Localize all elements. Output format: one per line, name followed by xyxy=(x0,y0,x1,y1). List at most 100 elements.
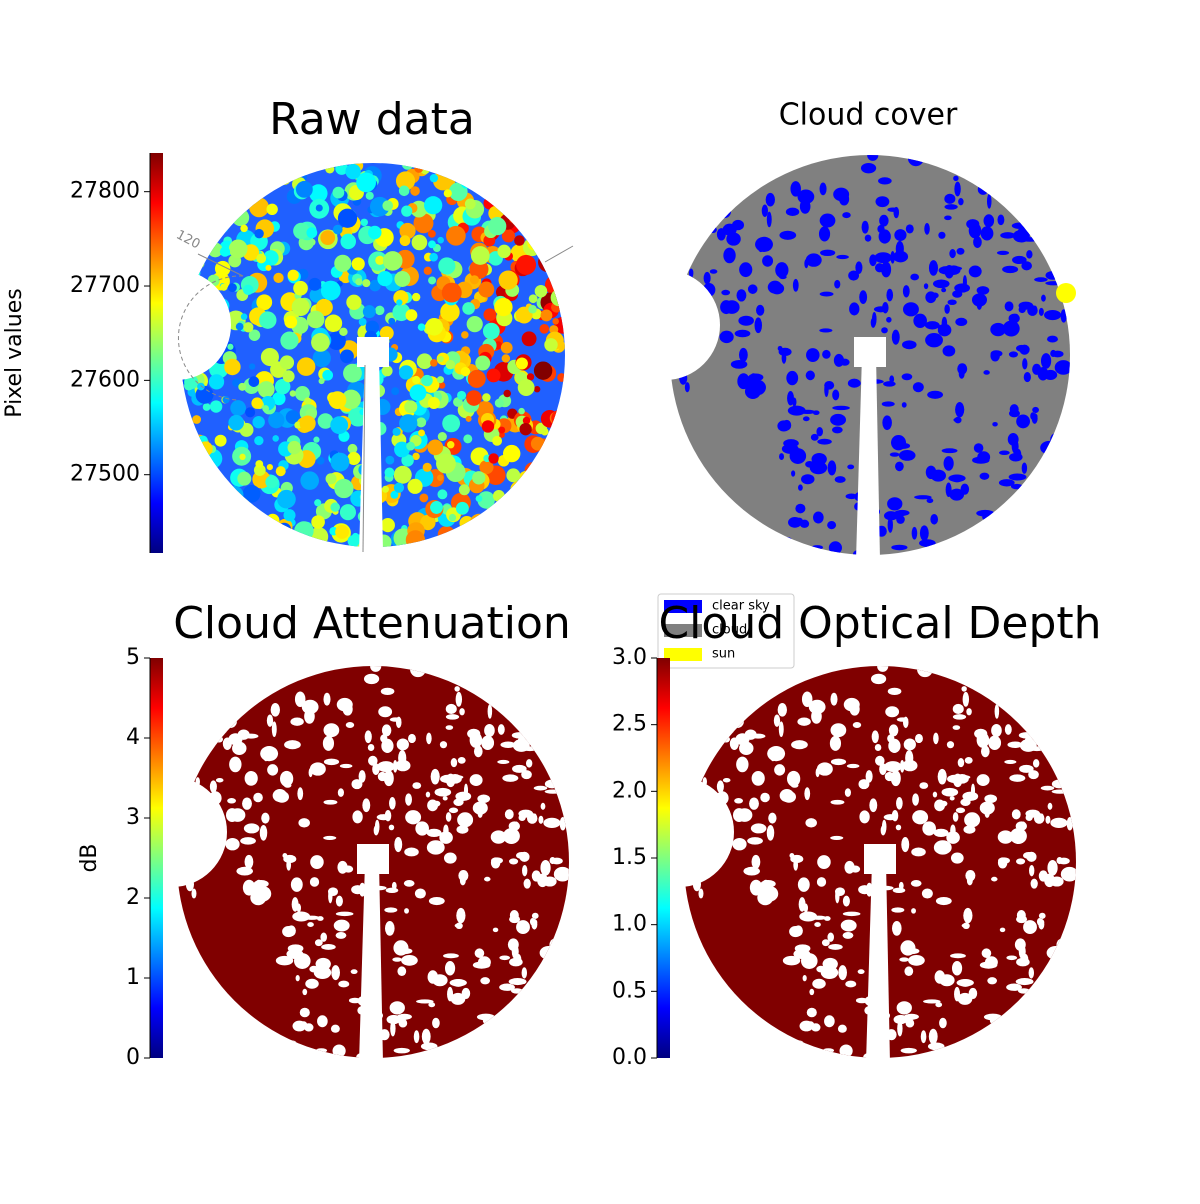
image-blob xyxy=(1004,759,1017,765)
image-blob xyxy=(540,802,546,810)
image-blob xyxy=(195,464,204,473)
image-blob xyxy=(335,931,347,939)
image-blob xyxy=(835,888,840,904)
image-blob xyxy=(388,824,395,831)
image-blob xyxy=(424,196,443,215)
image-blob xyxy=(442,414,461,433)
image-blob xyxy=(335,895,343,907)
image-blob xyxy=(358,317,367,326)
image-blob xyxy=(403,879,415,887)
image-blob xyxy=(256,522,275,541)
image-blob xyxy=(822,349,831,359)
image-blob xyxy=(181,471,195,489)
image-blob xyxy=(1009,828,1027,845)
image-blob xyxy=(445,359,456,370)
image-blob xyxy=(1041,294,1046,302)
image-blob xyxy=(1019,344,1030,355)
image-blob xyxy=(694,683,711,690)
image-blob xyxy=(751,771,765,786)
image-blob xyxy=(919,539,936,548)
image-blob xyxy=(724,300,740,314)
image-blob xyxy=(253,792,263,803)
image-blob xyxy=(556,754,569,768)
image-blob xyxy=(299,415,316,432)
image-blob xyxy=(375,305,385,316)
image-blob xyxy=(489,511,506,528)
image-blob xyxy=(220,174,239,192)
image-blob xyxy=(198,481,217,499)
image-blob xyxy=(242,797,252,810)
image-blob xyxy=(891,920,902,936)
image-blob xyxy=(181,482,187,492)
image-blob xyxy=(219,201,232,214)
image-blob xyxy=(558,456,565,463)
image-blob xyxy=(214,203,222,211)
image-blob xyxy=(309,762,326,776)
image-blob xyxy=(981,526,994,533)
image-blob xyxy=(251,397,263,409)
image-blob xyxy=(814,922,821,927)
image-blob xyxy=(817,438,832,445)
image-blob xyxy=(390,1020,396,1037)
image-blob xyxy=(1017,488,1023,494)
image-blob xyxy=(762,255,774,267)
image-blob xyxy=(896,796,903,810)
image-blob xyxy=(1002,698,1015,711)
image-blob xyxy=(308,277,322,291)
image-blob xyxy=(905,1018,915,1028)
image-blob xyxy=(490,527,505,542)
image-blob xyxy=(531,666,541,671)
image-blob xyxy=(445,703,457,715)
image-blob xyxy=(498,431,505,438)
image-blob xyxy=(984,794,998,803)
image-blob xyxy=(203,190,223,210)
image-blob xyxy=(949,249,956,259)
image-blob xyxy=(457,756,466,764)
image-blob xyxy=(1051,710,1058,720)
image-blob xyxy=(452,979,464,987)
image-blob xyxy=(522,238,541,257)
image-blob xyxy=(396,738,409,751)
image-blob xyxy=(444,960,456,976)
image-blob xyxy=(410,666,426,678)
image-blob xyxy=(671,202,679,211)
image-blob xyxy=(515,306,533,324)
image-blob xyxy=(325,473,337,485)
image-blob xyxy=(282,370,295,383)
image-blob xyxy=(530,198,538,206)
image-blob xyxy=(217,174,228,185)
image-blob xyxy=(523,878,531,889)
image-blob xyxy=(744,729,757,740)
image-blob xyxy=(555,720,562,730)
horizon-notch xyxy=(121,270,231,380)
image-blob xyxy=(416,417,427,428)
panel-title: Cloud Optical Depth xyxy=(658,598,1101,649)
image-blob xyxy=(698,888,704,899)
image-blob xyxy=(382,200,394,211)
image-blob xyxy=(490,830,507,844)
image-blob xyxy=(547,238,554,245)
image-blob xyxy=(193,450,210,467)
image-blob xyxy=(253,528,266,541)
image-blob xyxy=(461,987,471,1000)
image-blob xyxy=(327,331,346,351)
image-blob xyxy=(214,735,224,743)
image-blob xyxy=(461,1047,470,1057)
image-blob xyxy=(1020,680,1035,686)
image-blob xyxy=(540,208,552,220)
image-blob xyxy=(260,347,279,367)
image-blob xyxy=(804,787,811,801)
image-blob xyxy=(201,729,219,742)
image-blob xyxy=(962,691,970,707)
image-blob xyxy=(302,988,308,996)
image-blob xyxy=(1028,168,1043,178)
image-blob xyxy=(1012,255,1027,265)
image-blob xyxy=(221,225,229,233)
image-blob xyxy=(320,932,327,942)
image-blob xyxy=(310,855,324,869)
image-blob xyxy=(351,779,363,790)
image-blob xyxy=(1032,406,1039,414)
colorbar xyxy=(657,658,670,1058)
image-blob xyxy=(1004,687,1017,701)
image-blob xyxy=(821,939,830,947)
